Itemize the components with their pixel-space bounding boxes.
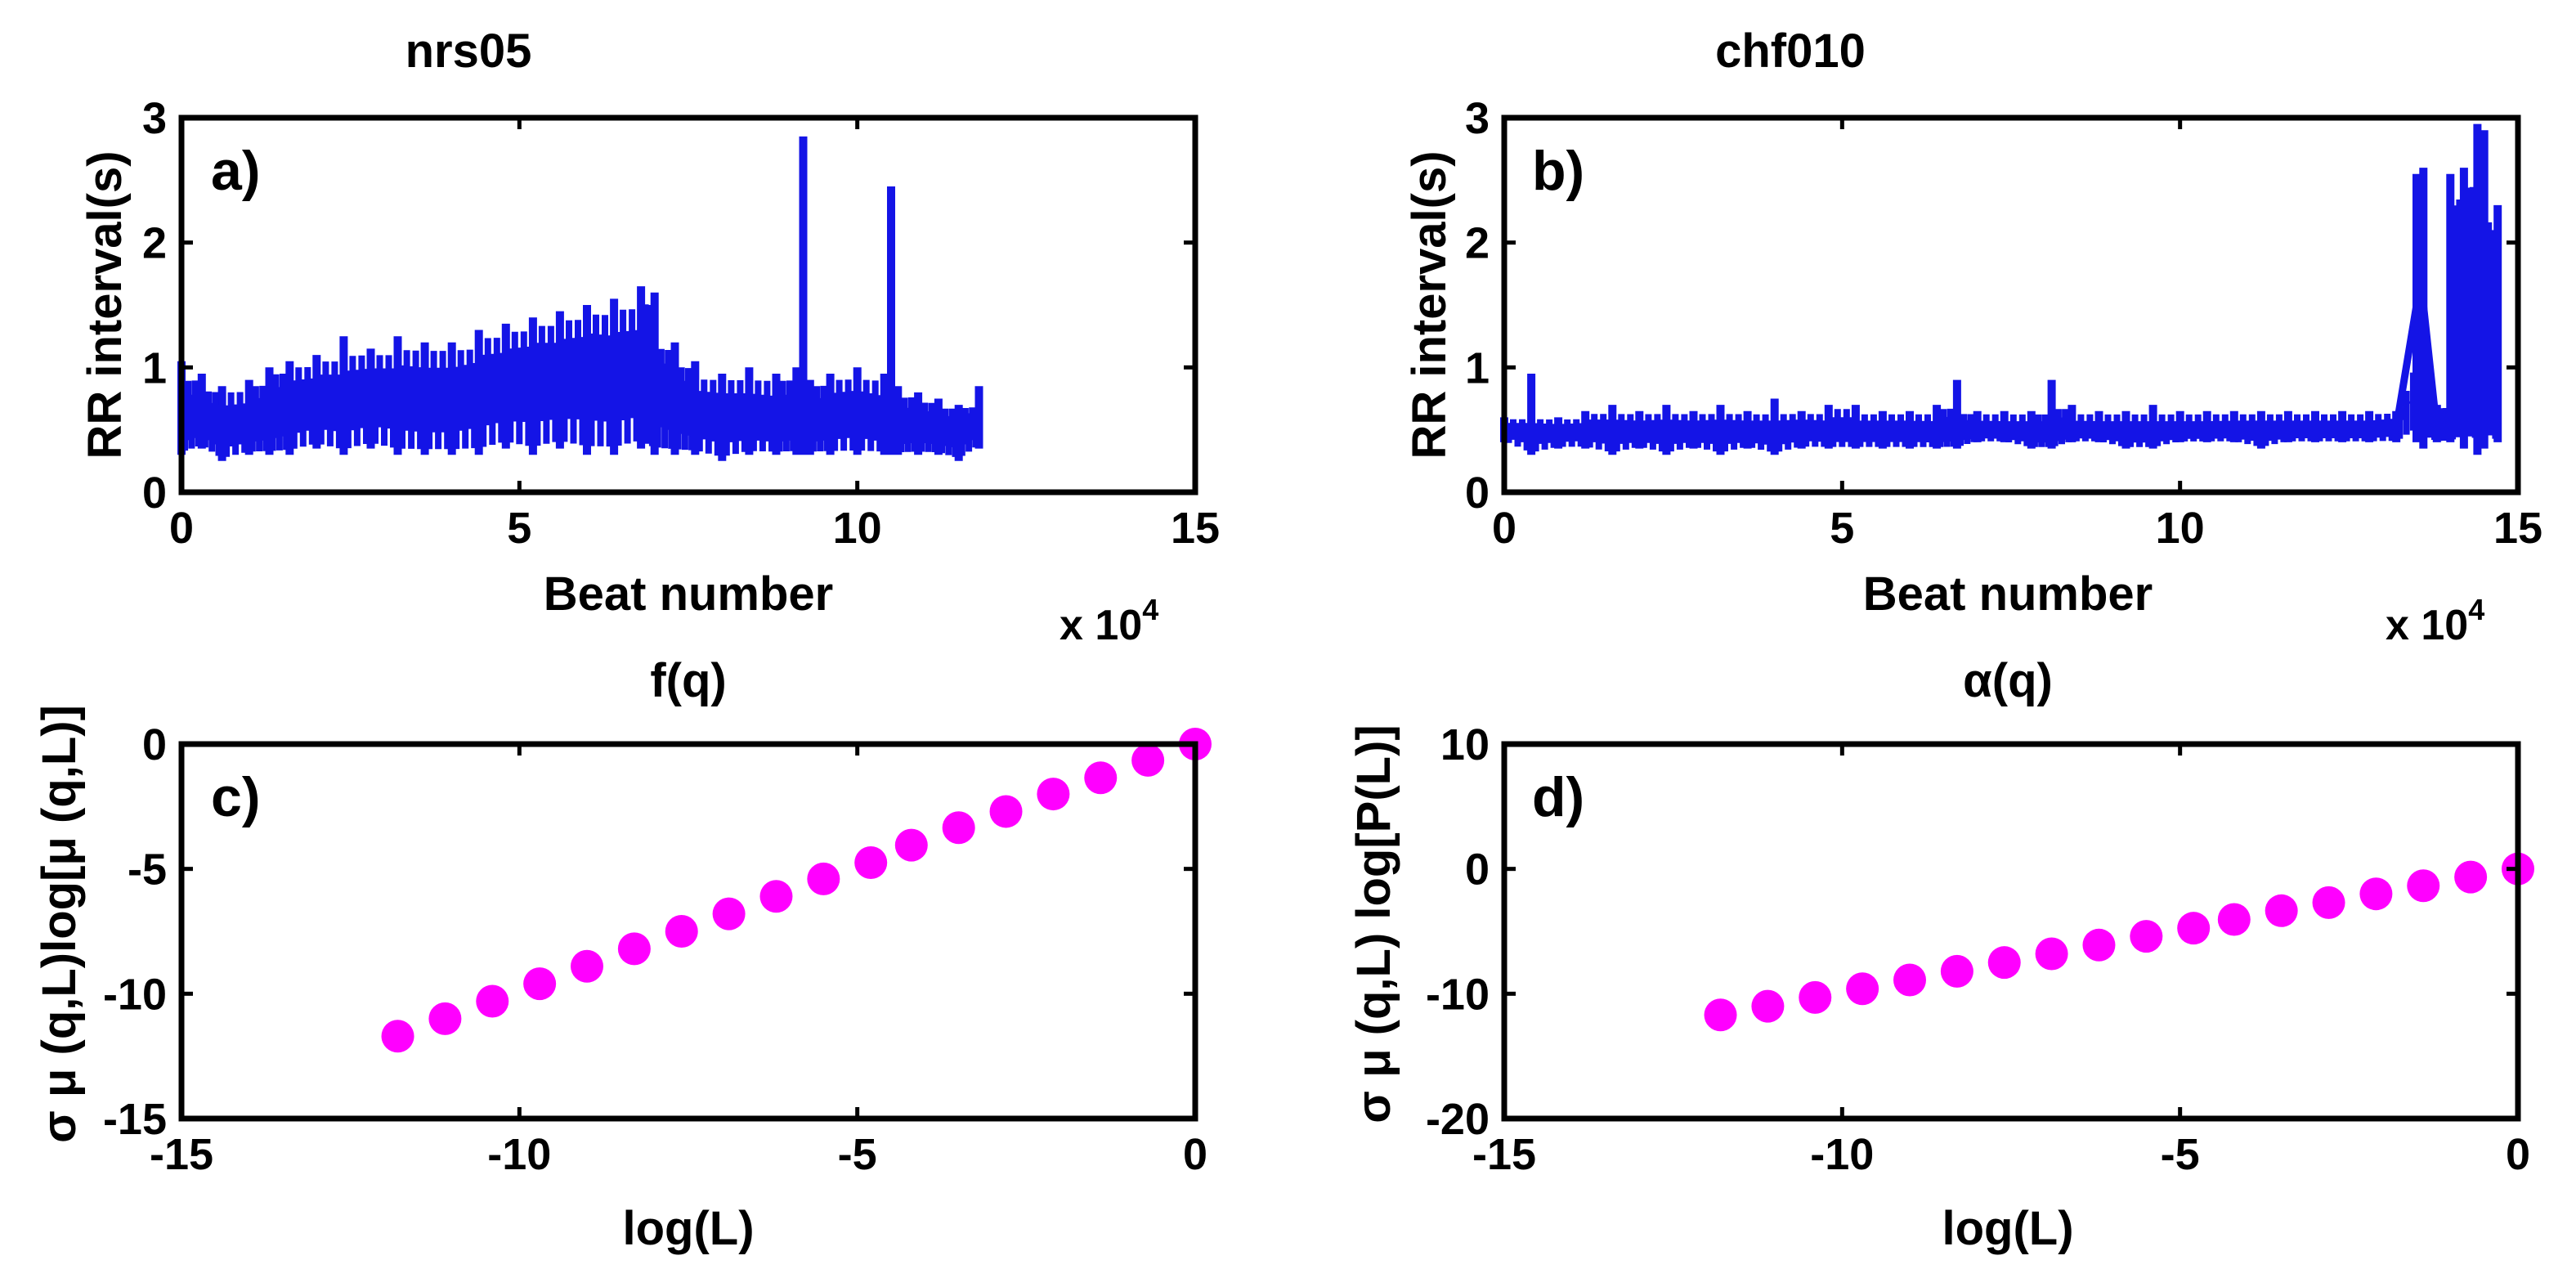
- chart-d-xtick-label: -5: [2161, 1130, 2200, 1179]
- chart-c-point: [854, 846, 888, 880]
- panel-c: f(q) c) -15 -10 -5 0 0 -5 -10 -15 log(L) σ μ (q…: [33, 654, 1212, 1255]
- chart-a-ytick-label: 0: [142, 469, 167, 518]
- chart-a-panel-label: a): [211, 140, 260, 202]
- chart-a-ylabel: RR interval(s): [78, 150, 132, 459]
- chart-d-point: [1987, 946, 2021, 980]
- chart-d-ylabel: σ μ (q,L) log[P(L)]: [1347, 724, 1400, 1123]
- chart-b-multiplier: x 104: [2386, 593, 2484, 649]
- chart-d-point: [1799, 980, 1832, 1014]
- chart-d-point: [1940, 954, 1973, 988]
- chart-d-point: [2130, 920, 2163, 953]
- chart-c-point: [712, 897, 746, 930]
- chart-a-xtick-label: 15: [1171, 504, 1220, 553]
- chart-d-frame: [1501, 741, 2521, 1122]
- chart-c-xtick-label: -15: [150, 1130, 213, 1179]
- chart-c-ytick-label: -15: [103, 1095, 167, 1144]
- chart-c-point: [894, 828, 928, 862]
- chart-d-title: α(q): [1963, 654, 2053, 707]
- chart-c-title: f(q): [650, 654, 726, 707]
- chart-d-point: [2082, 928, 2116, 962]
- chart-c-point: [523, 967, 557, 1001]
- panel-a: nrs05 a) 0 5 10 15 0 1 2 3 Beat number RR inter…: [78, 25, 1220, 649]
- chart-c-point: [989, 795, 1023, 828]
- chart-d-ytick-label: -10: [1426, 970, 1490, 1019]
- chart-d-xtick-label: -10: [1810, 1130, 1874, 1179]
- chart-c-point: [665, 915, 698, 948]
- chart-d-ytick-label: 10: [1440, 720, 1490, 769]
- chart-b-frame: [1501, 114, 2521, 496]
- chart-d-point: [2407, 869, 2440, 903]
- chart-a-xtick-label: 10: [833, 504, 882, 553]
- chart-b-ytick-label: 1: [1465, 343, 1490, 392]
- chart-c-point: [1084, 761, 1118, 795]
- chart-d-xtick-label: -15: [1472, 1130, 1536, 1179]
- chart-c-point: [381, 1020, 414, 1053]
- chart-d-point: [2359, 877, 2393, 911]
- chart-d-point: [2035, 937, 2068, 971]
- chart-d-point: [1893, 963, 1926, 997]
- chart-c-point: [807, 862, 840, 895]
- chart-d-point: [1846, 972, 1879, 1006]
- chart-c-ytick-label: 0: [142, 720, 167, 769]
- chart-a-multiplier: x 104: [1060, 593, 1158, 649]
- chart-a-multiplier-base: x 10: [1060, 602, 1142, 649]
- chart-d-ytick-label: 0: [1465, 845, 1490, 895]
- panel-d: α(q) d) -15 -10 -5 0 10 0 -10 -20 log(L) σ μ (q…: [1347, 654, 2534, 1255]
- chart-c-point: [942, 811, 975, 845]
- chart-b-ytick-label: 3: [1465, 94, 1490, 143]
- chart-c-ylabel: σ μ (q,L)log[μ (q,L)]: [33, 705, 86, 1143]
- chart-d-point: [2217, 903, 2251, 936]
- chart-b-xtick-label: 10: [2156, 504, 2205, 553]
- chart-d-point: [1704, 998, 1737, 1032]
- chart-c-point: [617, 932, 651, 966]
- chart-c-ytick-label: -10: [103, 970, 167, 1019]
- chart-a-ytick-label: 1: [142, 343, 167, 392]
- chart-d-point: [1751, 989, 1785, 1023]
- chart-b-multiplier-exp: 4: [2468, 593, 2484, 626]
- chart-a-ytick-label: 2: [142, 219, 167, 268]
- chart-a-title: nrs05: [405, 25, 532, 78]
- chart-a-ytick-label: 3: [142, 94, 167, 143]
- chart-c-xlabel: log(L): [622, 1202, 754, 1255]
- chart-a-xtick-label: 0: [169, 504, 194, 553]
- chart-b-ylabel: RR interval(s): [1403, 150, 1456, 459]
- chart-d-point: [2454, 860, 2488, 894]
- chart-b-xtick-label: 15: [2493, 504, 2542, 553]
- chart-c-xtick-label: -5: [838, 1130, 877, 1179]
- chart-b-panel-label: b): [1532, 140, 1584, 202]
- chart-c-xtick-label: 0: [1183, 1130, 1207, 1179]
- panel-b: chf010 b) 0 5 10 15 0 1 2 3 Beat number RR inte…: [1403, 25, 2542, 649]
- chart-b-xtick-label: 0: [1492, 504, 1516, 553]
- chart-b-title: chf010: [1715, 25, 1866, 78]
- chart-c-point: [759, 880, 793, 913]
- chart-b-xtick-label: 5: [1830, 504, 1854, 553]
- chart-c-point: [476, 984, 509, 1018]
- chart-c-point: [1131, 743, 1165, 777]
- chart-a-multiplier-exp: 4: [1142, 593, 1158, 626]
- chart-d-xlabel: log(L): [1942, 1202, 2073, 1255]
- chart-c-frame: [178, 741, 1198, 1122]
- chart-d-panel-label: d): [1532, 766, 1584, 828]
- chart-c-ytick-label: -5: [128, 845, 167, 895]
- chart-d-ytick-label: -20: [1426, 1095, 1490, 1144]
- chart-c-xtick-label: -10: [487, 1130, 551, 1179]
- chart-d-xtick-label: 0: [2506, 1130, 2530, 1179]
- chart-c-point: [1037, 778, 1070, 811]
- chart-d-point: [2265, 894, 2298, 927]
- chart-c-point: [428, 1002, 462, 1035]
- chart-d-point: [2177, 912, 2211, 945]
- chart-a-xtick-label: 5: [507, 504, 531, 553]
- chart-b-ytick-label: 2: [1465, 219, 1490, 268]
- chart-c-point: [571, 949, 603, 983]
- chart-a-frame: [178, 114, 1198, 496]
- chart-b-xlabel: Beat number: [1863, 567, 2153, 621]
- chart-d-point: [2312, 886, 2345, 919]
- chart-b-ytick-label: 0: [1465, 469, 1490, 518]
- chart-b-multiplier-base: x 10: [2386, 602, 2468, 649]
- chart-a-xlabel: Beat number: [544, 567, 834, 621]
- chart-c-panel-label: c): [211, 766, 260, 828]
